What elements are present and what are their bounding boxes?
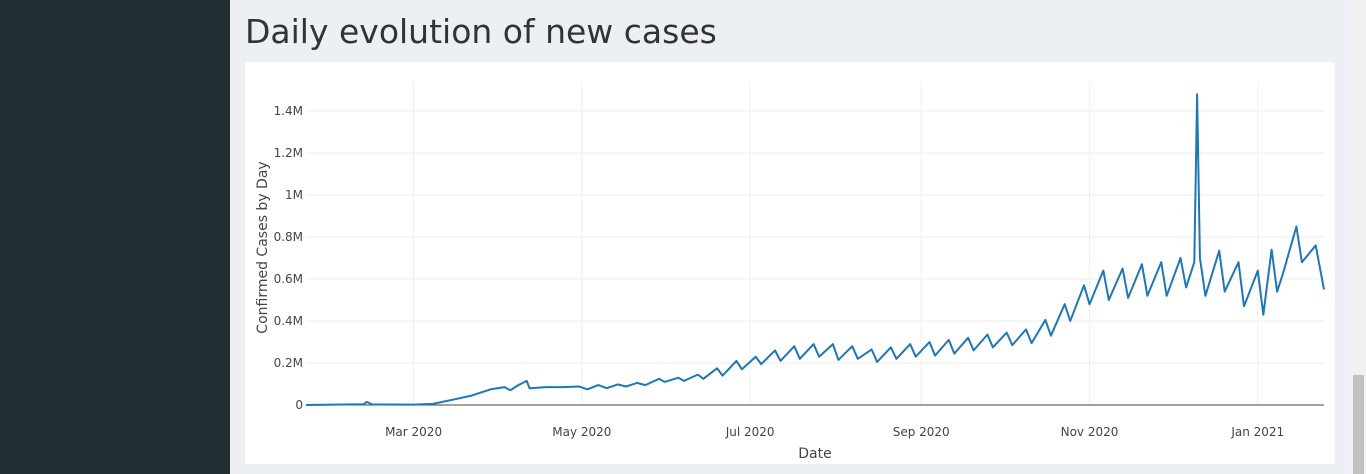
chart-panel: 0 0.2M 0.4M 0.6M 0.8M 1M 1.2M 1.4M Mar 2020 May … (245, 62, 1335, 464)
x-tick-labels: Mar 2020 May 2020 Jul 2020 Sep 2020 Nov 2020… (385, 425, 1284, 439)
x-tick-label: Jan 2021 (1230, 425, 1284, 439)
y-tick-label: 0.4M (274, 314, 303, 328)
y-gridlines (306, 110, 1324, 364)
y-tick-label: 0.2M (274, 356, 303, 370)
main-content: Daily evolution of new cases 0 0.2M 0.4M 0.… (230, 0, 1351, 474)
x-tick-label: Sep 2020 (893, 425, 950, 439)
y-tick-label: 1.4M (274, 104, 303, 118)
y-tick-label: 1M (285, 188, 303, 202)
page-scrollbar[interactable] (1351, 0, 1366, 474)
series-layer (305, 93, 1325, 406)
x-gridlines (413, 82, 1259, 405)
x-tick-label: Nov 2020 (1061, 425, 1119, 439)
scrollbar-thumb[interactable] (1353, 375, 1364, 474)
y-tick-labels: 0 0.2M 0.4M 0.6M 0.8M 1M 1.2M 1.4M (274, 104, 303, 412)
sidebar (0, 0, 230, 474)
x-tick-label: Jul 2020 (725, 425, 775, 439)
x-axis-title: Date (798, 446, 831, 462)
y-tick-label: 1.2M (274, 146, 303, 160)
y-tick-label: 0 (295, 398, 303, 412)
series-line[interactable] (305, 93, 1325, 406)
y-tick-label: 0.8M (274, 230, 303, 244)
x-tick-label: May 2020 (552, 425, 611, 439)
y-axis-title: Confirmed Cases by Day (255, 161, 271, 333)
page-title: Daily evolution of new cases (245, 12, 717, 51)
y-tick-label: 0.6M (274, 272, 303, 286)
x-tick-label: Mar 2020 (385, 425, 442, 439)
line-chart[interactable]: 0 0.2M 0.4M 0.6M 0.8M 1M 1.2M 1.4M Mar 2020 May … (245, 62, 1335, 464)
